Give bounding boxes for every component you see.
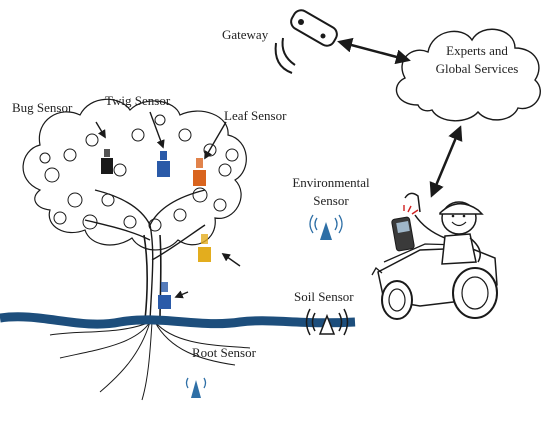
environmental-label-line2: Sensor (313, 193, 349, 208)
trunk-pointer-arrow (174, 290, 189, 299)
leaf-sensor-icon (193, 158, 206, 186)
experts-label-line2: Global Services (436, 61, 519, 76)
tractor-icon (371, 243, 498, 320)
leaf-sensor-label: Leaf Sensor (224, 108, 287, 123)
twig-pointer-arrow (149, 111, 165, 149)
experts-label-line1: Experts and (446, 43, 508, 58)
gateway-label: Gateway (222, 27, 269, 42)
twig-sensor-label: Twig Sensor (105, 93, 171, 108)
gateway-device-icon (274, 9, 338, 74)
twig-sensor-icon (157, 151, 170, 177)
farmer-cloud-arrow (429, 125, 463, 198)
bug-pointer-arrow (95, 121, 106, 139)
root-sensor-icon (185, 377, 207, 398)
environmental-label-line1: Environmental (292, 175, 370, 190)
bug-sensor-icon (101, 149, 113, 174)
fruit-sensor-icon (198, 234, 211, 262)
root-sensor-label: Root Sensor (192, 345, 257, 360)
bug-sensor-label: Bug Sensor (12, 100, 73, 115)
environmental-sensor-icon (309, 214, 343, 240)
soil-sensor-icon (305, 308, 349, 336)
trunk-sensor-icon (158, 282, 171, 309)
leaf-pointer-arrow (204, 121, 227, 160)
soil-sensor-label: Soil Sensor (294, 289, 354, 304)
phone-icon (391, 205, 419, 252)
fruit-pointer-arrow (221, 253, 241, 267)
tree-icon (22, 98, 251, 401)
farmer-icon (404, 192, 484, 265)
ground-line (0, 312, 356, 329)
gateway-cloud-arrow (337, 37, 411, 65)
